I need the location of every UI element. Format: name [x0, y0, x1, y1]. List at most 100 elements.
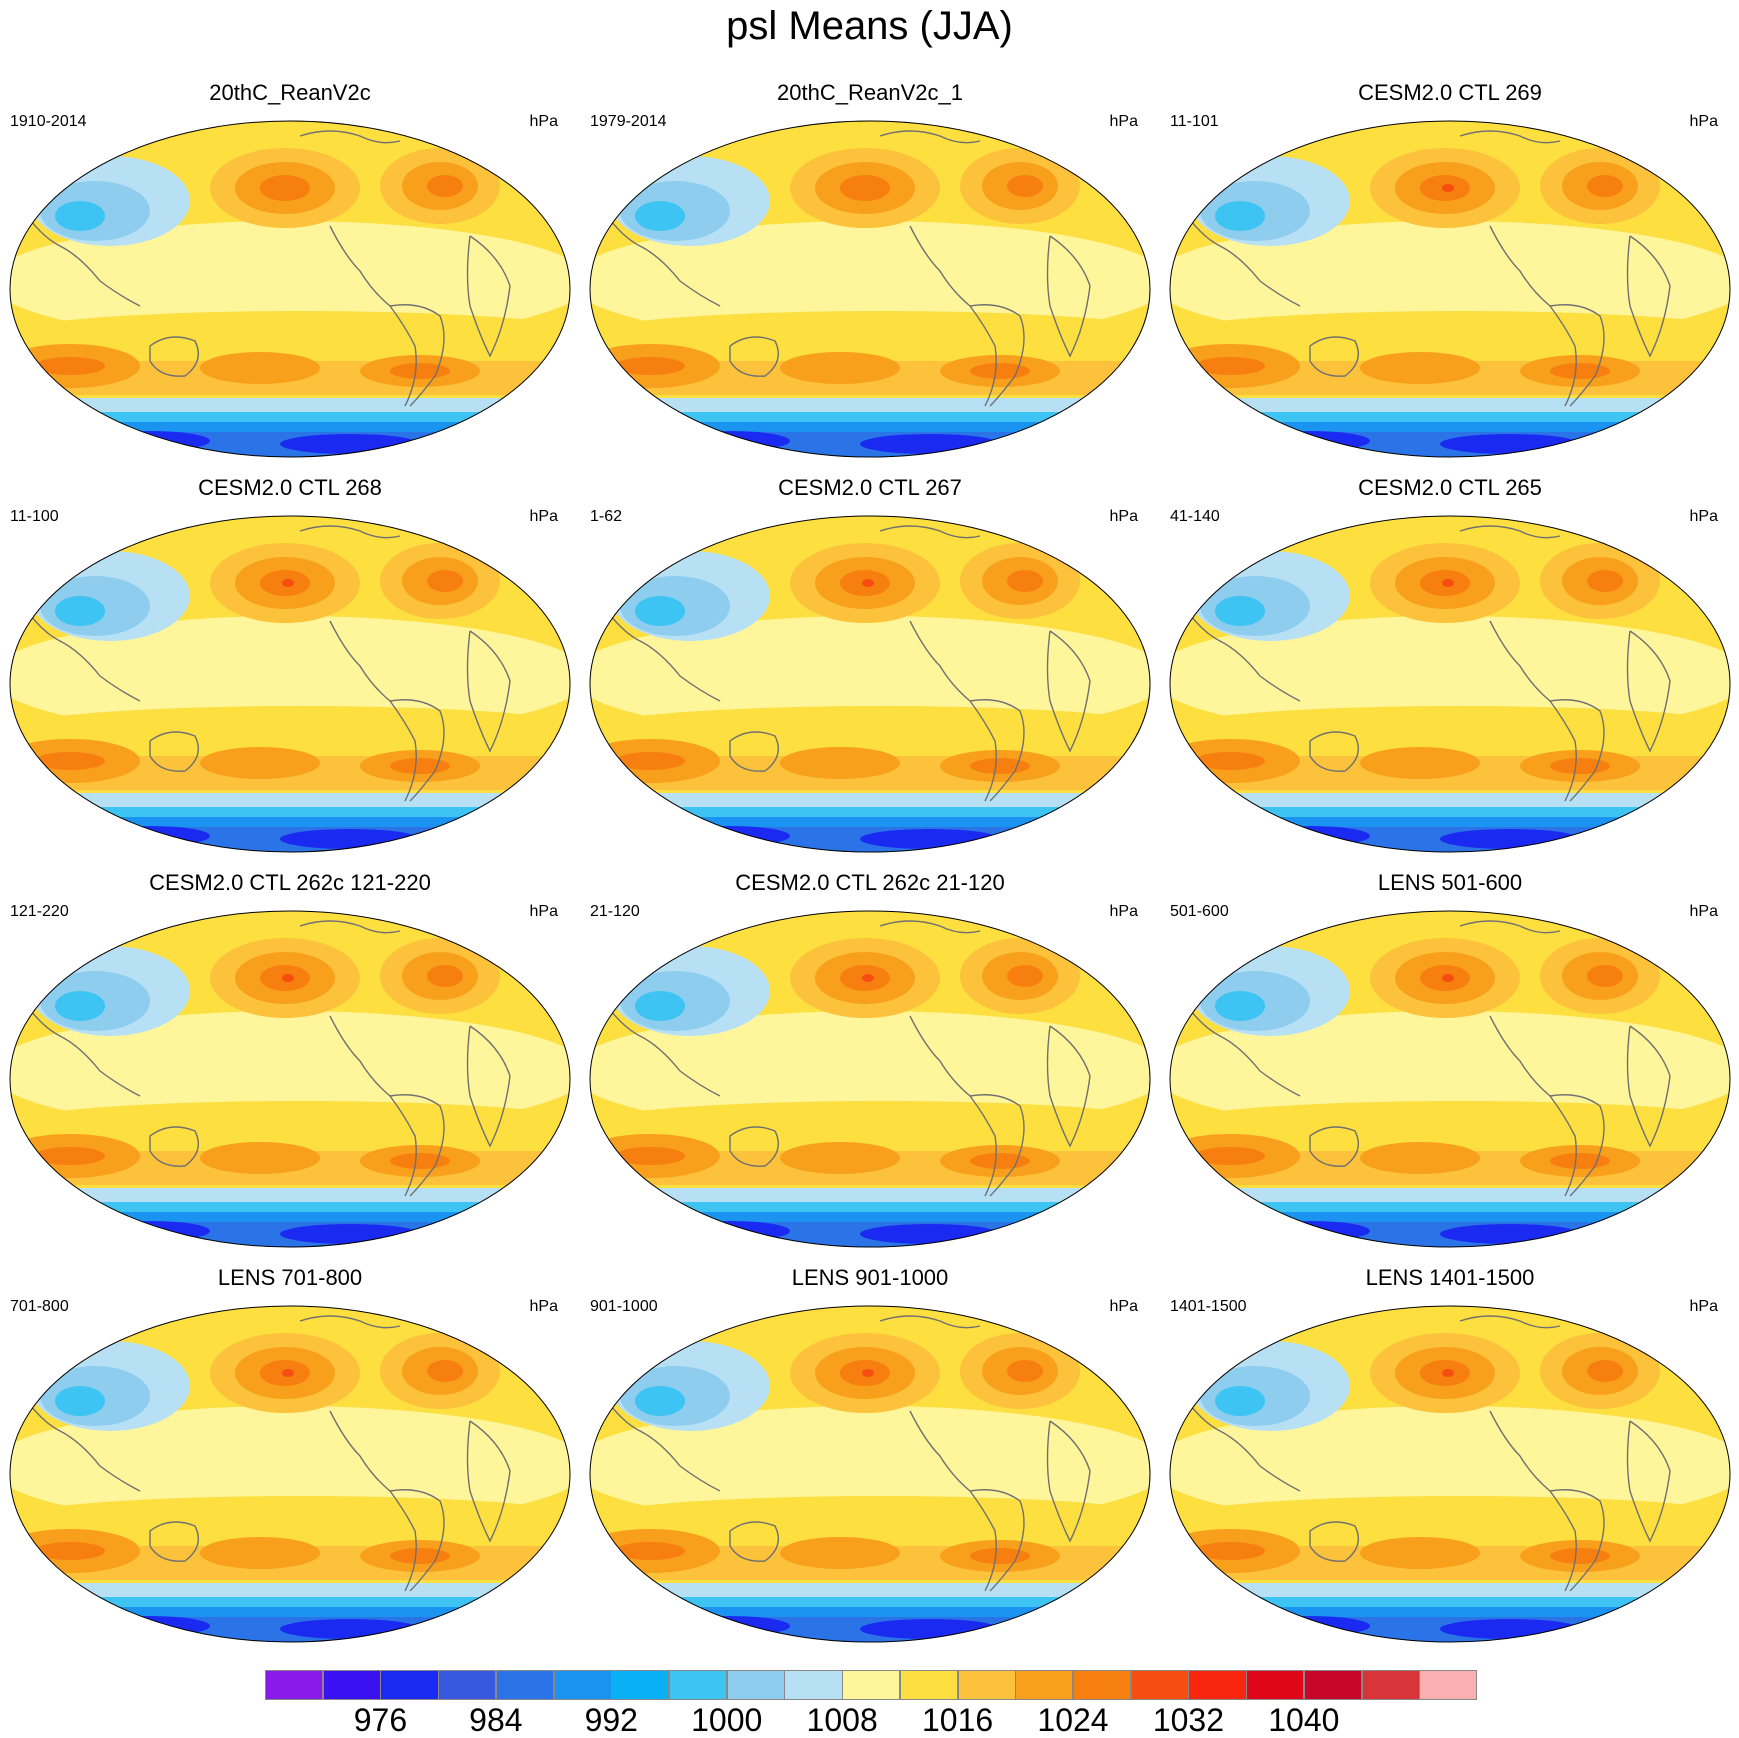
- antarctic-high: [145, 450, 225, 457]
- south-indian-high-core: [1195, 357, 1265, 375]
- southern-band-1: [10, 1188, 570, 1202]
- north-atlantic-high-core: [427, 965, 463, 987]
- southern-band-3: [1170, 1212, 1730, 1222]
- colorbar-swatch: [1130, 1670, 1189, 1700]
- asian-low-core: [1215, 596, 1265, 626]
- map-panel: CESM2.0 CTL 267 1-62 hPa: [580, 475, 1160, 870]
- north-pacific-high-peak: [282, 579, 294, 587]
- colorbar-swatch: [784, 1670, 843, 1700]
- coastline: [19, 205, 141, 307]
- colorbar-label: 1000: [691, 1702, 763, 1738]
- map-panel: CESM2.0 CTL 265 41-140 hPa: [1160, 475, 1739, 870]
- tropical-low-band: [1170, 616, 1730, 736]
- panel-title: CESM2.0 CTL 262c 121-220: [149, 870, 431, 895]
- panel-period: 41-140: [1170, 508, 1220, 525]
- southern-band-3: [10, 422, 570, 432]
- coastline: [466, 630, 511, 753]
- coastline: [1459, 525, 1561, 539]
- coastline: [1626, 235, 1671, 358]
- map-panel: 20thC_ReanV2c 1910-2014 hPa: [0, 80, 580, 475]
- coastline: [1309, 1521, 1359, 1562]
- map-border: [9, 910, 571, 1248]
- figure-title: psl Means (JJA): [726, 4, 1013, 48]
- panel-title: LENS 501-600: [1377, 870, 1523, 895]
- southern-band-3: [1170, 1607, 1730, 1617]
- coastline: [149, 1126, 199, 1167]
- map-svg: [9, 910, 571, 1248]
- south-indian-high-core: [615, 1542, 685, 1560]
- south-pacific-high: [200, 1142, 320, 1174]
- coastline: [879, 920, 981, 934]
- panel-units: hPa: [1689, 1298, 1718, 1315]
- coastline: [729, 336, 779, 377]
- south-indian-high-core: [35, 357, 105, 375]
- north-atlantic-high-core: [1007, 570, 1043, 592]
- southern-band-2: [1170, 1597, 1730, 1607]
- coastline: [149, 1521, 199, 1562]
- coastline: [1179, 1390, 1301, 1492]
- panel-units: hPa: [529, 1298, 558, 1315]
- antarctic-plateau: [155, 1639, 245, 1642]
- colorbar-swatch: [1188, 1670, 1247, 1700]
- coastline: [599, 600, 721, 702]
- coastline: [149, 336, 199, 377]
- southern-band-2: [10, 1597, 570, 1607]
- antarctic-plateau-east: [1500, 1248, 1620, 1265]
- map-svg: [9, 515, 571, 870]
- colorbar-swatch: [265, 1670, 324, 1700]
- panel-units: hPa: [1689, 903, 1718, 920]
- coastline: [299, 130, 401, 144]
- colorbar-swatch: [1419, 1670, 1478, 1700]
- panel-period: 701-800: [10, 1298, 69, 1315]
- south-pacific-high: [1360, 1142, 1480, 1174]
- panel-period: 1979-2014: [590, 113, 667, 130]
- southern-band-4: [10, 1222, 570, 1247]
- tropical-low-band: [590, 616, 1150, 736]
- map-svg: [1169, 515, 1731, 853]
- coastline: [1459, 920, 1561, 934]
- north-pacific-high-peak: [862, 974, 874, 982]
- southern-band-4: [10, 827, 570, 852]
- map-panel: CESM2.0 CTL 269 11-101 hPa: [1160, 80, 1739, 475]
- colorbar-swatch: [1073, 1670, 1132, 1700]
- southern-band-4: [1170, 432, 1730, 457]
- colorbar-label: 992: [584, 1702, 638, 1738]
- panel-units: hPa: [529, 113, 558, 130]
- coastline: [1309, 336, 1359, 377]
- panel-title: CESM2.0 CTL 267: [778, 475, 962, 500]
- antarctic-plateau: [735, 1244, 825, 1247]
- map-border: [9, 1305, 571, 1643]
- panel-title: LENS 1401-1500: [1365, 1265, 1535, 1290]
- southern-band-3: [590, 1607, 1150, 1617]
- southern-band-4: [10, 1617, 570, 1642]
- north-atlantic-high-core: [1587, 570, 1623, 592]
- south-pacific-high: [780, 747, 900, 779]
- antarctic-plateau-east: [920, 1248, 1040, 1265]
- antarctic-high: [725, 450, 805, 457]
- south-indian-high-core: [1195, 1147, 1265, 1165]
- southern-band-2: [590, 412, 1150, 422]
- south-atlantic-high-core: [1550, 1548, 1610, 1564]
- south-pacific-high: [200, 747, 320, 779]
- panel-units: hPa: [1689, 113, 1718, 130]
- north-atlantic-high-core: [427, 570, 463, 592]
- south-atlantic-high-core: [970, 758, 1030, 774]
- coastline: [879, 1315, 981, 1329]
- coastline: [466, 1420, 511, 1543]
- south-indian-high-core: [1195, 752, 1265, 770]
- coastline: [1309, 731, 1359, 772]
- antarctic-plateau: [155, 1244, 245, 1247]
- coastline: [1549, 1094, 1605, 1197]
- north-pacific-high-peak: [862, 579, 874, 587]
- antarctic-plateau: [1315, 849, 1405, 852]
- asian-low-core: [1215, 1386, 1265, 1416]
- antarctic-plateau-east: [920, 1643, 1040, 1660]
- southern-band-1: [10, 398, 570, 412]
- antarctic-plateau-east: [340, 853, 460, 870]
- coastline: [1549, 304, 1605, 407]
- map-svg: [589, 515, 1151, 853]
- southern-band-2: [10, 412, 570, 422]
- colorbar-swatch: [553, 1670, 612, 1700]
- coastline: [19, 995, 141, 1097]
- colorbar-swatch: [380, 1670, 439, 1700]
